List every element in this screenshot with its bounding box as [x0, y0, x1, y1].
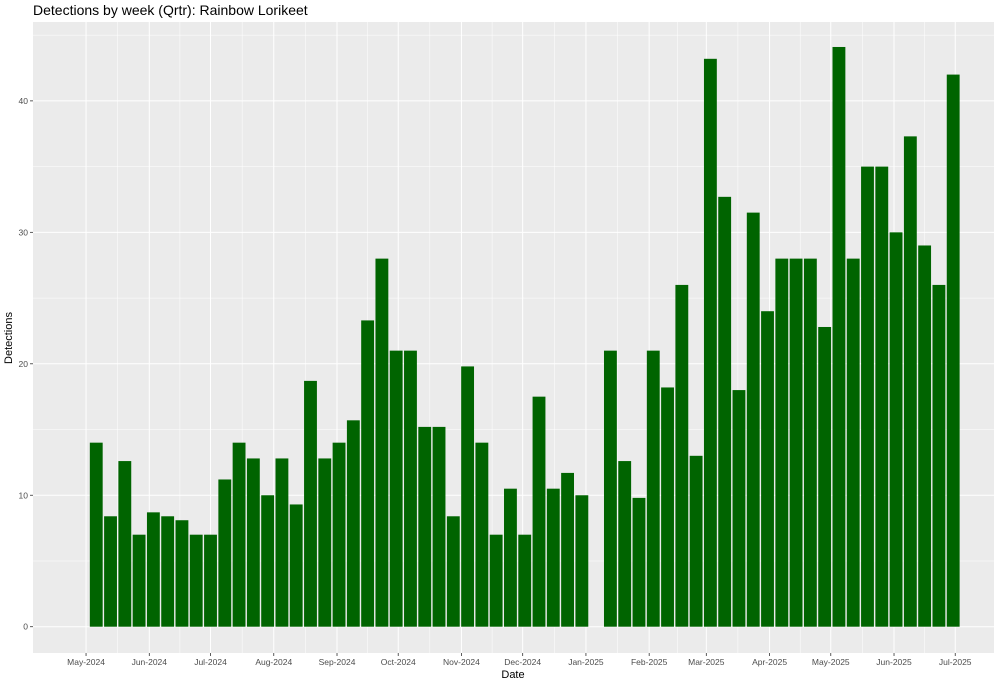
bar — [118, 461, 132, 627]
bar — [318, 458, 332, 627]
bar — [104, 516, 117, 627]
bar — [789, 258, 803, 627]
x-tick-label: Mar-2025 — [688, 657, 725, 667]
bar — [532, 396, 546, 627]
bar — [918, 245, 932, 627]
bar — [161, 516, 175, 627]
y-tick-label: 0 — [23, 622, 28, 632]
x-tick-label: Sep-2024 — [319, 657, 356, 667]
x-tick-label: May-2024 — [67, 657, 105, 667]
x-tick-label: Nov-2024 — [443, 657, 480, 667]
bar — [703, 58, 717, 627]
bar — [661, 387, 674, 627]
chart-title: Detections by week (Qrtr): Rainbow Lorik… — [33, 2, 308, 18]
bar — [361, 320, 375, 627]
x-tick-label: Feb-2025 — [631, 657, 668, 667]
x-tick-label: Jul-2025 — [939, 657, 972, 667]
x-tick-label: Jun-2025 — [876, 657, 912, 667]
bar — [446, 516, 460, 627]
bar — [404, 350, 417, 627]
y-tick-label: 20 — [19, 359, 29, 369]
bar — [803, 258, 817, 627]
bar — [818, 326, 832, 627]
bars — [89, 46, 960, 627]
bar — [204, 534, 217, 627]
bar — [646, 350, 660, 627]
bar — [475, 442, 489, 627]
x-tick-label: Apr-2025 — [752, 657, 787, 667]
bar — [861, 166, 874, 627]
bar — [489, 534, 503, 627]
y-tick-label: 40 — [19, 96, 29, 106]
bar — [418, 426, 432, 627]
bar — [389, 350, 403, 627]
bar — [932, 284, 946, 627]
bar — [332, 442, 346, 627]
bar — [746, 212, 760, 627]
bar — [304, 380, 317, 627]
bar — [218, 479, 232, 627]
bar — [903, 136, 917, 627]
bar — [732, 390, 746, 627]
x-tick-label: Dec-2024 — [504, 657, 541, 667]
x-tick-label: May-2025 — [812, 657, 850, 667]
bar — [575, 495, 589, 627]
bar — [546, 488, 560, 627]
bar — [875, 166, 889, 627]
bar — [232, 442, 246, 627]
bar — [275, 458, 289, 627]
bar — [375, 258, 389, 627]
bar — [846, 258, 860, 627]
bar — [261, 495, 275, 627]
x-tick-label: Jan-2025 — [568, 657, 604, 667]
bar — [246, 458, 260, 627]
bar — [461, 366, 475, 627]
bar — [946, 74, 960, 627]
bar — [518, 534, 532, 627]
y-tick-label: 30 — [19, 227, 29, 237]
bar — [89, 442, 103, 627]
bar — [689, 455, 703, 627]
x-tick-label: Jun-2024 — [132, 657, 168, 667]
y-axis-title: Detections — [3, 312, 15, 364]
bar — [289, 504, 303, 627]
bar — [889, 232, 903, 627]
x-axis-title: Date — [501, 669, 524, 681]
y-axis: 0 10 20 30 40 — [19, 96, 33, 632]
bar — [832, 46, 846, 627]
x-axis: May-2024 Jun-2024 Jul-2024 Aug-2024 Sep-2024… — [67, 653, 972, 667]
bar — [761, 311, 774, 627]
bar — [775, 258, 789, 627]
bar — [189, 534, 203, 627]
bar — [504, 488, 517, 627]
y-tick-label: 10 — [19, 490, 29, 500]
x-tick-label: Jul-2024 — [194, 657, 227, 667]
x-tick-label: Oct-2024 — [381, 657, 416, 667]
bar — [618, 461, 632, 627]
bar — [175, 520, 189, 627]
bar — [346, 420, 360, 627]
bar — [718, 196, 732, 627]
bar — [132, 534, 146, 627]
bar — [432, 426, 446, 627]
bar — [675, 284, 689, 627]
bar — [561, 472, 574, 627]
bar — [603, 350, 617, 627]
bar — [632, 497, 646, 627]
bar — [146, 512, 160, 627]
x-tick-label: Aug-2024 — [255, 657, 292, 667]
